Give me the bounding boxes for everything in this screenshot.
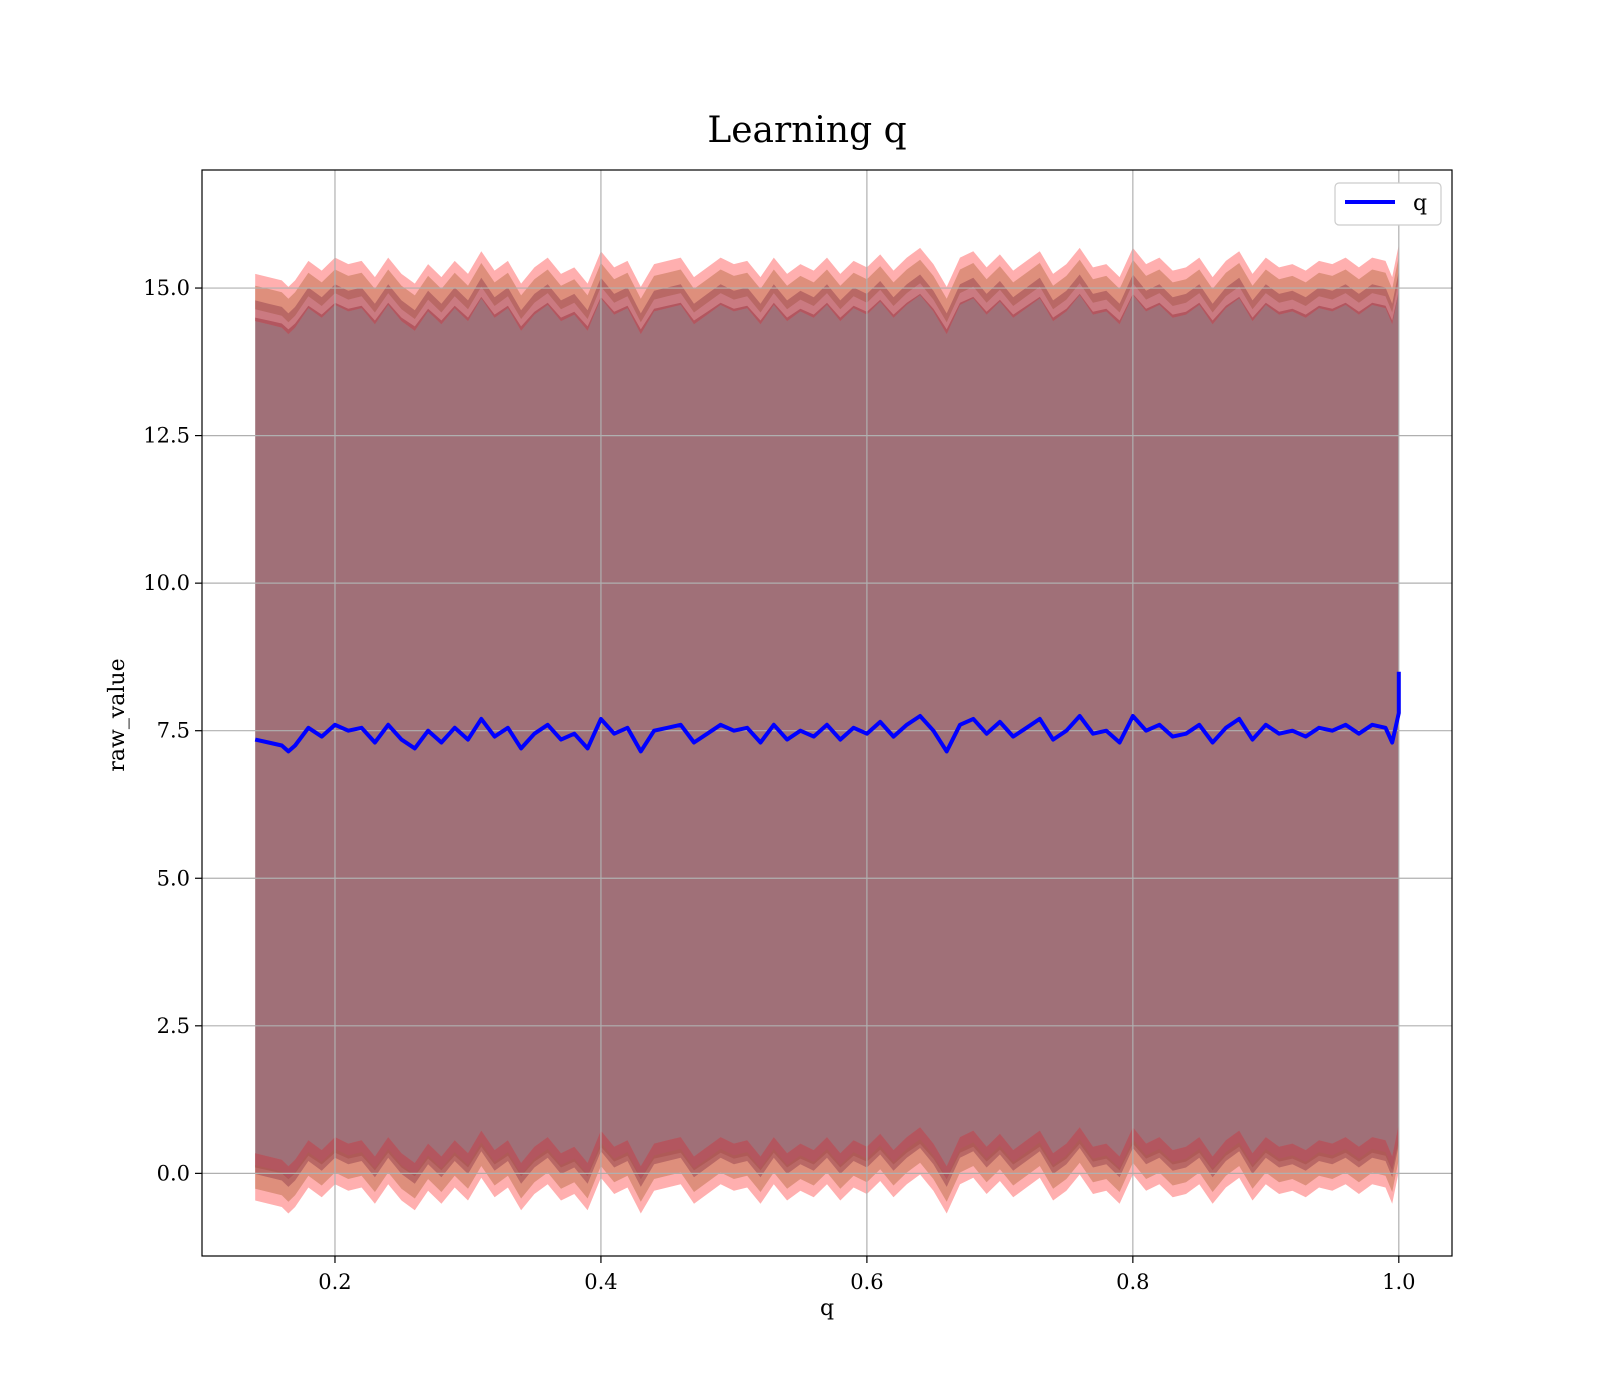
y-tick-label: 15.0 bbox=[143, 276, 190, 300]
y-tick-label: 12.5 bbox=[143, 424, 190, 448]
x-tick-label: 1.0 bbox=[1382, 1270, 1415, 1294]
x-axis-label: q bbox=[820, 1296, 834, 1321]
y-tick-label: 0.0 bbox=[157, 1161, 190, 1185]
y-tick-label: 7.5 bbox=[157, 719, 190, 743]
upper-inner-band bbox=[255, 225, 1399, 335]
x-tick-label: 0.8 bbox=[1116, 1270, 1149, 1294]
axes-frame bbox=[201, 169, 1453, 1257]
chart-title: Learning q bbox=[707, 110, 906, 151]
legend: q bbox=[1334, 182, 1442, 226]
x-tick-label: 0.6 bbox=[850, 1270, 883, 1294]
legend-label: q bbox=[1413, 191, 1427, 216]
x-tick-label: 0.2 bbox=[318, 1270, 351, 1294]
y-axis-label: raw_value bbox=[105, 658, 130, 771]
x-tick-label: 0.4 bbox=[584, 1270, 617, 1294]
y-tick-label: 2.5 bbox=[157, 1014, 190, 1038]
lower-inner-band bbox=[255, 1078, 1399, 1187]
series-line-q bbox=[254, 671, 1401, 754]
plot-area: 0.2 0.4 0.6 0.8 1.0 0.0 2.5 5.0 7.5 10.0 12.5 15.0 bbox=[143, 169, 1453, 1294]
upper-mid-band bbox=[255, 211, 1399, 323]
y-tick-label: 10.0 bbox=[143, 571, 190, 595]
main-band-fill bbox=[255, 249, 1399, 1180]
y-tick-label: 5.0 bbox=[157, 866, 190, 890]
